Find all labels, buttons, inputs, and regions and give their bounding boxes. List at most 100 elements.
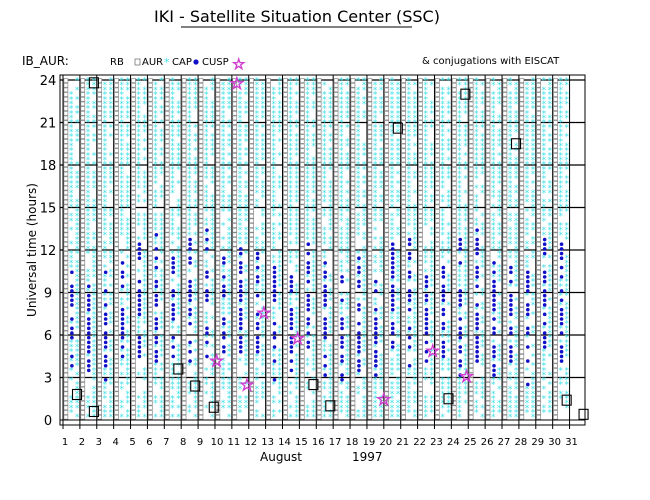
legend-cusp-label: CUSP bbox=[202, 57, 229, 68]
aur-marker bbox=[181, 148, 187, 154]
aur-marker bbox=[164, 241, 170, 247]
aur-marker bbox=[299, 279, 305, 284]
aur-marker bbox=[215, 101, 221, 107]
cusp-marker bbox=[424, 298, 429, 303]
aur-marker bbox=[97, 265, 103, 270]
aur-marker bbox=[266, 176, 271, 182]
aur-marker bbox=[147, 330, 153, 336]
cap-marker: * bbox=[204, 184, 209, 194]
cap-marker: * bbox=[261, 133, 266, 143]
cusp-marker bbox=[120, 321, 125, 326]
aur-marker bbox=[198, 223, 204, 228]
cap-marker: * bbox=[463, 189, 468, 199]
cap-marker: * bbox=[407, 231, 412, 241]
cusp-marker bbox=[154, 293, 159, 298]
aur-marker bbox=[232, 274, 238, 280]
cap-marker: * bbox=[86, 404, 91, 414]
aur-marker bbox=[468, 344, 474, 350]
aur-marker bbox=[367, 396, 373, 401]
cusp-marker bbox=[441, 293, 446, 298]
aur-marker bbox=[63, 82, 69, 88]
cap-marker: * bbox=[170, 296, 175, 306]
aur-marker bbox=[451, 274, 457, 280]
aur-marker bbox=[114, 218, 119, 224]
cap-marker: * bbox=[261, 380, 266, 390]
aur-marker bbox=[266, 358, 271, 364]
cap-marker: * bbox=[120, 123, 125, 133]
aur-marker bbox=[63, 386, 69, 392]
aur-marker bbox=[198, 110, 204, 116]
cap-marker: * bbox=[322, 306, 327, 316]
aur-marker bbox=[114, 232, 119, 238]
aur-marker bbox=[451, 129, 457, 135]
aur-marker bbox=[451, 78, 457, 83]
aur-marker bbox=[418, 368, 423, 373]
aur-marker bbox=[249, 311, 254, 317]
aur-marker bbox=[468, 283, 474, 289]
cap-marker: * bbox=[294, 352, 299, 362]
cap-marker: * bbox=[126, 306, 131, 316]
cusp-marker bbox=[154, 349, 159, 354]
cap-marker: * bbox=[109, 81, 114, 91]
cap-marker: * bbox=[227, 362, 232, 372]
aur-marker bbox=[418, 237, 423, 242]
aur-marker bbox=[299, 213, 305, 219]
cap-marker: * bbox=[221, 236, 226, 246]
cusp-marker bbox=[205, 247, 209, 251]
aur-marker bbox=[468, 265, 474, 270]
aur-marker bbox=[367, 349, 373, 355]
cap-marker: * bbox=[92, 394, 97, 404]
aur-marker bbox=[435, 316, 440, 322]
aur-marker bbox=[333, 143, 339, 149]
aur-marker bbox=[435, 377, 440, 383]
aur-marker bbox=[232, 181, 238, 186]
cusp-marker bbox=[475, 349, 479, 354]
aur-marker bbox=[266, 227, 271, 233]
aur-marker bbox=[283, 405, 288, 411]
aur-marker bbox=[266, 153, 271, 158]
cap-marker: * bbox=[86, 245, 91, 255]
cap-marker: * bbox=[210, 329, 215, 339]
aur-marker bbox=[80, 340, 86, 345]
aur-marker bbox=[147, 255, 153, 261]
aur-marker bbox=[333, 176, 339, 182]
aur-marker bbox=[435, 237, 440, 242]
cap-marker: * bbox=[480, 245, 485, 255]
aur-marker bbox=[283, 311, 288, 317]
cap-marker: * bbox=[210, 343, 215, 353]
cap-marker: * bbox=[193, 390, 198, 400]
aur-marker bbox=[350, 279, 356, 284]
cap-marker: * bbox=[92, 123, 97, 133]
cap-marker: * bbox=[255, 259, 260, 269]
cusp-marker bbox=[238, 340, 243, 345]
cap-marker: * bbox=[86, 189, 91, 199]
aur-marker bbox=[164, 167, 170, 172]
cap-marker: * bbox=[69, 142, 74, 152]
aur-marker bbox=[164, 199, 170, 205]
aur-marker bbox=[333, 241, 339, 247]
cap-marker: * bbox=[474, 380, 479, 390]
aur-marker bbox=[401, 396, 406, 401]
aur-marker bbox=[485, 382, 491, 387]
aur-marker bbox=[485, 279, 491, 284]
cap-marker: * bbox=[221, 221, 226, 231]
aur-marker bbox=[435, 288, 440, 294]
cap-marker: * bbox=[142, 394, 147, 404]
cap-marker: * bbox=[69, 193, 74, 203]
aur-marker bbox=[266, 218, 271, 224]
cap-marker: * bbox=[210, 165, 215, 175]
cap-marker: * bbox=[255, 352, 260, 362]
aur-marker bbox=[131, 167, 136, 172]
cap-marker: * bbox=[170, 207, 175, 217]
aur-marker bbox=[367, 87, 373, 93]
cap-marker: * bbox=[86, 119, 91, 129]
aur-marker bbox=[198, 302, 204, 308]
aur-marker bbox=[181, 227, 187, 233]
cap-marker: * bbox=[86, 399, 91, 409]
cap-marker: * bbox=[311, 390, 316, 400]
aur-marker bbox=[367, 171, 373, 177]
cap-marker: * bbox=[159, 184, 164, 194]
cap-marker: * bbox=[126, 296, 131, 306]
cap-marker: * bbox=[159, 413, 164, 423]
aur-marker bbox=[316, 302, 322, 308]
